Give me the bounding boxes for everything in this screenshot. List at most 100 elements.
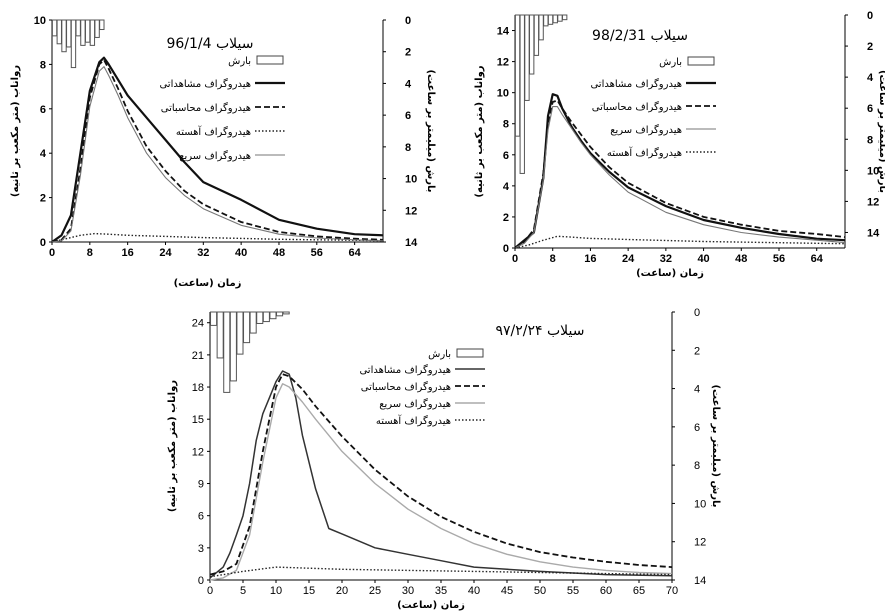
precip-bar [514, 14, 521, 137]
legend-label-1: هیدروگراف مشاهداتی [590, 78, 682, 90]
precip-bar [543, 14, 549, 27]
x-tick-label: 65 [633, 585, 645, 597]
legend-label-4: هیدروگراف آهسته [607, 146, 682, 159]
x-tick-label: 40 [235, 247, 247, 259]
y-tick-label: 0 [40, 237, 46, 249]
y-tick-label: 6 [40, 104, 46, 116]
y-tick-label: 6 [198, 511, 204, 523]
x-tick-label: 45 [501, 585, 513, 597]
y-tick-label: 8 [503, 119, 509, 131]
y2-tick-label: 6 [867, 103, 873, 115]
y2-tick-label: 8 [694, 460, 700, 472]
y-tick-label: 12 [497, 57, 509, 69]
x-axis-label: زمان (ساعت) [636, 268, 704, 279]
x-tick-label: 0 [207, 585, 213, 597]
precip-bar [61, 19, 67, 53]
series-line-3 [209, 383, 673, 581]
legend-precip-swatch [456, 348, 484, 358]
x-tick-label: 0 [512, 253, 518, 265]
series-line-2 [209, 373, 673, 576]
y-tick-label: 24 [192, 318, 204, 330]
x-tick-label: 56 [773, 253, 785, 265]
legend-label-precip: بارش [428, 349, 451, 360]
x-tick-label: 50 [534, 585, 546, 597]
y2-axis-label: بارش (میلیمتر بر ساعت) [710, 384, 721, 507]
y2-tick-label: 0 [405, 15, 411, 27]
precip-bar [51, 19, 58, 37]
series-line-3 [514, 106, 846, 249]
precip-bar [243, 311, 251, 344]
x-tick-label: 15 [303, 585, 315, 597]
x-tick-label: 48 [273, 247, 285, 259]
y2-axis-label: بارش (میلیمتر بر ساعت) [877, 70, 885, 193]
x-axis-label: زمان (ساعت) [174, 278, 242, 289]
y-tick-label: 10 [497, 88, 509, 100]
y2-tick-label: 6 [405, 110, 411, 122]
y-tick-label: 9 [198, 479, 204, 491]
precip-bar [70, 19, 77, 69]
series-line-1 [209, 370, 673, 579]
precip-bar [276, 311, 284, 317]
x-tick-label: 40 [697, 253, 709, 265]
x-tick-label: 5 [240, 585, 246, 597]
x-tick-label: 30 [402, 585, 414, 597]
x-tick-label: 60 [600, 585, 612, 597]
y2-tick-label: 0 [694, 307, 700, 319]
y2-tick-label: 12 [694, 537, 706, 549]
y-tick-label: 4 [40, 148, 47, 160]
legend-label-2: هیدروگراف محاسباتی [161, 102, 251, 114]
x-tick-label: 16 [584, 253, 596, 265]
y-tick-label: 4 [503, 181, 510, 193]
y2-tick-label: 10 [405, 174, 417, 186]
y2-tick-label: 6 [694, 422, 700, 434]
y-axis-label: رواناب (متر مکعب بر ثانیه) [167, 380, 178, 512]
x-axis-label: زمان (ساعت) [397, 600, 465, 611]
legend-label-4: هیدروگراف سریع [179, 150, 251, 162]
precip-bar [94, 19, 100, 38]
precip-bar [80, 19, 86, 46]
y2-axis-label: بارش (میلیمتر بر ساعت) [425, 69, 436, 192]
x-tick-label: 40 [468, 585, 480, 597]
legend-label-4: هیدروگراف آهسته [376, 414, 451, 427]
y2-tick-label: 2 [867, 41, 873, 53]
x-tick-label: 10 [270, 585, 282, 597]
y-tick-label: 18 [192, 382, 204, 394]
chart-title: سیلاب 96/1/4 [166, 36, 253, 52]
precip-bar [84, 19, 91, 43]
y2-tick-label: 0 [867, 10, 873, 22]
legend-label-precip: بارش [659, 57, 682, 68]
y-axis-label: رواناب (متر مکعب بر ثانیه) [10, 65, 21, 197]
x-tick-label: 25 [369, 585, 381, 597]
series-line-1 [51, 56, 384, 243]
x-tick-label: 64 [349, 247, 362, 259]
y2-tick-label: 8 [867, 134, 873, 146]
series-line-4 [209, 566, 673, 578]
y-tick-label: 15 [192, 414, 204, 426]
y-tick-label: 21 [192, 350, 204, 362]
precip-bar [524, 14, 530, 101]
precip-bar [249, 311, 257, 334]
y-tick-label: 0 [198, 575, 204, 587]
y-tick-label: 3 [198, 543, 204, 555]
precip-bar [236, 311, 244, 355]
legend-label-2: هیدروگراف محاسباتی [592, 101, 682, 113]
precip-bar [229, 311, 237, 382]
series-line-4 [51, 66, 384, 243]
x-tick-label: 24 [159, 247, 172, 259]
series-line-4 [514, 235, 846, 249]
precip-bar [269, 311, 277, 320]
y-tick-label: 12 [192, 446, 204, 458]
x-tick-label: 56 [311, 247, 323, 259]
x-tick-label: 55 [567, 585, 579, 597]
y2-tick-label: 12 [867, 196, 879, 208]
y2-tick-label: 14 [405, 237, 418, 249]
x-tick-label: 48 [735, 253, 747, 265]
y2-tick-label: 4 [867, 72, 874, 84]
precip-bar [66, 19, 72, 48]
y-tick-label: 14 [497, 26, 510, 38]
x-tick-label: 64 [811, 253, 824, 265]
y2-tick-label: 14 [694, 575, 706, 587]
x-tick-label: 35 [435, 585, 447, 597]
precip-bar [552, 14, 558, 24]
precip-bar [533, 14, 540, 56]
